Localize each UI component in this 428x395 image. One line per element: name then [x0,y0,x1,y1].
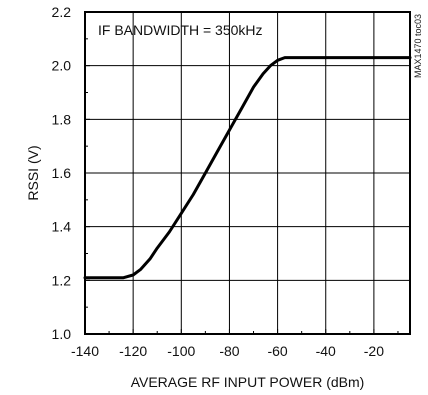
x-tick-label: -40 [316,343,336,359]
x-axis-title: AVERAGE RF INPUT POWER (dBm) [131,374,365,390]
y-tick-label: 1.2 [52,272,72,288]
y-tick-label: 2.2 [52,4,72,20]
series-layer [83,56,412,280]
bandwidth-annotation: IF BANDWIDTH = 350kHz [98,22,263,38]
figure-id: MAX1470 toc03 [413,14,423,78]
x-tick-label: -100 [167,343,195,359]
x-tick-label: -60 [267,343,287,359]
axis-ticks [84,11,399,335]
y-tick-label: 2.0 [52,58,72,74]
y-tick-label: 1.6 [52,165,72,181]
y-tick-label: 1.0 [52,326,72,342]
x-tick-label: -140 [71,343,99,359]
x-tick-label: -120 [119,343,147,359]
y-tick-label: 1.8 [52,111,72,127]
rssi-series-line [83,56,412,280]
x-tick-label: -80 [219,343,239,359]
y-axis-title: RSSI (V) [25,145,41,200]
grid-lines [85,12,410,334]
y-tick-labels: 1.0 1.2 1.4 1.6 1.8 2.0 2.2 [52,4,72,342]
x-tick-labels: -140 -120 -100 -80 -60 -40 -20 [71,343,384,359]
y-tick-label: 1.4 [52,219,72,235]
x-tick-label: -20 [364,343,384,359]
